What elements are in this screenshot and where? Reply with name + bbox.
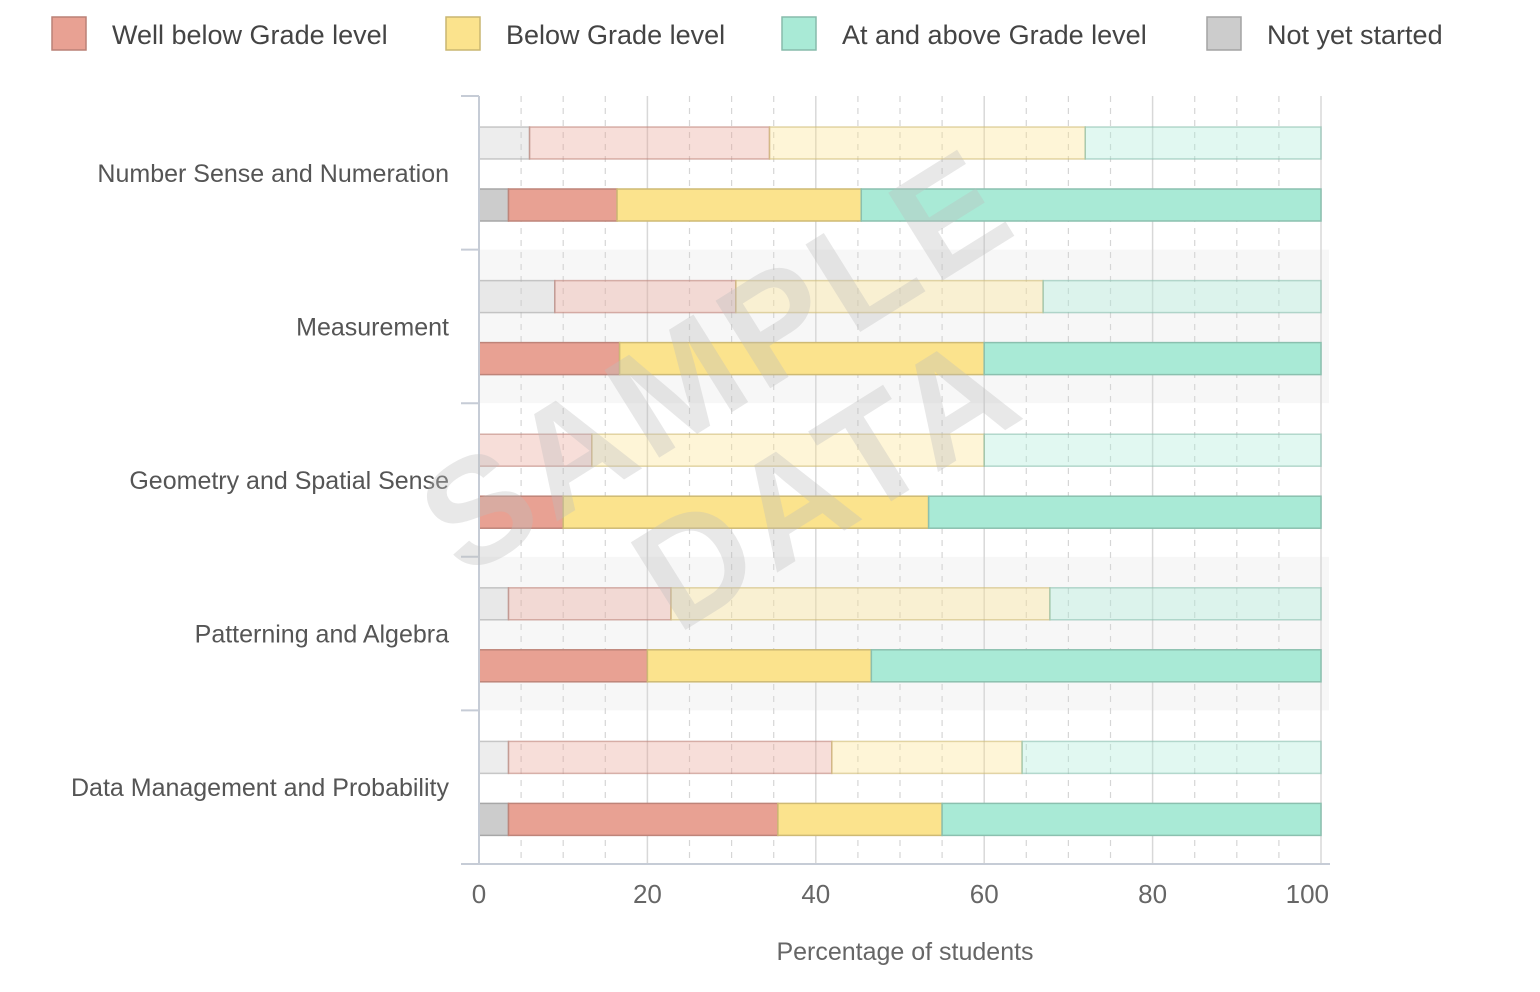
category-label: Number Sense and Numeration (97, 160, 449, 188)
category-label: Measurement (296, 313, 449, 341)
legend-label: Well below Grade level (112, 20, 388, 50)
bar-segment-well-below-grade-level (507, 802, 779, 837)
bar-segment-below-grade-level (777, 802, 943, 837)
bars (478, 126, 1322, 837)
x-tick-label: 80 (1138, 879, 1167, 909)
bar-segment-not-yet-started (478, 188, 510, 222)
bar-segment-well-below-grade-level (528, 126, 771, 160)
legend-swatch (51, 16, 87, 51)
legend: Well below Grade level Below Grade level A… (51, 16, 1443, 51)
bar-segment-well-below-grade-level (507, 740, 833, 775)
bar-segment-below-grade-level (591, 433, 985, 467)
category-label: Geometry and Spatial Sense (129, 467, 449, 495)
bar-segment-below-grade-level (618, 341, 985, 376)
category-band (479, 556, 1329, 711)
x-tick-label: 0 (472, 879, 486, 909)
category-bands (479, 249, 1329, 711)
bar-segment-below-grade-level (768, 126, 1086, 160)
bar-segment-well-below-grade-level (554, 279, 737, 314)
bar-segment-below-grade-level (670, 587, 1051, 621)
category-label: Patterning and Algebra (195, 621, 449, 649)
bar-segment-at-and-above-grade-level (870, 649, 1322, 683)
x-tick-label: 60 (970, 879, 999, 909)
bar-segment-well-below-grade-level (478, 649, 649, 683)
bar-segment-well-below-grade-level (478, 433, 593, 467)
bar-segment-at-and-above-grade-level (983, 433, 1322, 467)
x-axis-title: Percentage of students (776, 938, 1033, 966)
grid-lines (520, 96, 1322, 864)
bar-segment-at-and-above-grade-level (1021, 740, 1322, 775)
bar-segment-not-yet-started (478, 740, 510, 775)
legend-swatch (781, 16, 817, 51)
bar-segment-at-and-above-grade-level (983, 341, 1322, 376)
bar-segment-at-and-above-grade-level (1042, 279, 1322, 314)
legend-label: Not yet started (1267, 20, 1443, 50)
legend-label: Below Grade level (506, 20, 725, 50)
bar-segment-below-grade-level (646, 649, 873, 683)
bar-segment-well-below-grade-level (478, 341, 621, 376)
axes (461, 95, 1330, 865)
bar-segment-at-and-above-grade-level (927, 495, 1322, 529)
legend-swatch (445, 16, 481, 51)
category-band (479, 249, 1329, 404)
bar-segment-not-yet-started (478, 126, 531, 160)
bar-segment-well-below-grade-level (507, 188, 618, 222)
category-label: Data Management and Probability (71, 774, 450, 802)
bar-segment-at-and-above-grade-level (860, 188, 1322, 222)
bar-segment-not-yet-started (478, 279, 556, 314)
bar-segment-not-yet-started (478, 802, 510, 837)
legend-swatch (1206, 16, 1242, 51)
x-tick-labels: 0 20 40 60 80 100 (472, 879, 1329, 909)
bar-segment-below-grade-level (735, 279, 1044, 314)
bar-segment-well-below-grade-level (478, 495, 564, 529)
bar-segment-well-below-grade-level (507, 587, 672, 621)
legend-label: At and above Grade level (842, 20, 1147, 50)
bar-segment-below-grade-level (562, 495, 930, 529)
x-tick-label: 100 (1286, 879, 1329, 909)
bar-segment-below-grade-level (831, 740, 1023, 775)
x-tick-label: 40 (801, 879, 830, 909)
bar-segment-at-and-above-grade-level (1084, 126, 1322, 160)
category-labels: Number Sense and Numeration Measurement Ge… (71, 160, 450, 802)
bar-segment-at-and-above-grade-level (1049, 587, 1322, 621)
x-tick-label: 20 (633, 879, 662, 909)
bar-segment-at-and-above-grade-level (941, 802, 1322, 837)
